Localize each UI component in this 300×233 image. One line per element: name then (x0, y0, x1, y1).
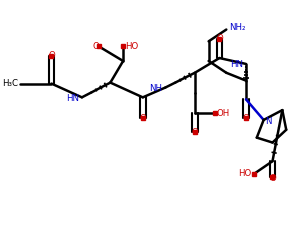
Text: NH₂: NH₂ (229, 23, 246, 32)
Text: HO: HO (125, 42, 138, 51)
Text: NH: NH (149, 84, 162, 93)
Text: O: O (191, 128, 198, 137)
Text: O: O (216, 34, 223, 43)
Text: O: O (243, 114, 249, 123)
Text: OH: OH (217, 109, 230, 118)
Text: O: O (140, 114, 146, 123)
Text: HN: HN (230, 60, 243, 69)
Text: HN: HN (66, 94, 79, 103)
Text: O: O (48, 51, 55, 60)
Text: H₃C: H₃C (2, 79, 18, 88)
Text: O: O (93, 42, 100, 51)
Text: N: N (266, 117, 272, 127)
Text: HO: HO (238, 169, 252, 178)
Text: O: O (269, 174, 276, 183)
